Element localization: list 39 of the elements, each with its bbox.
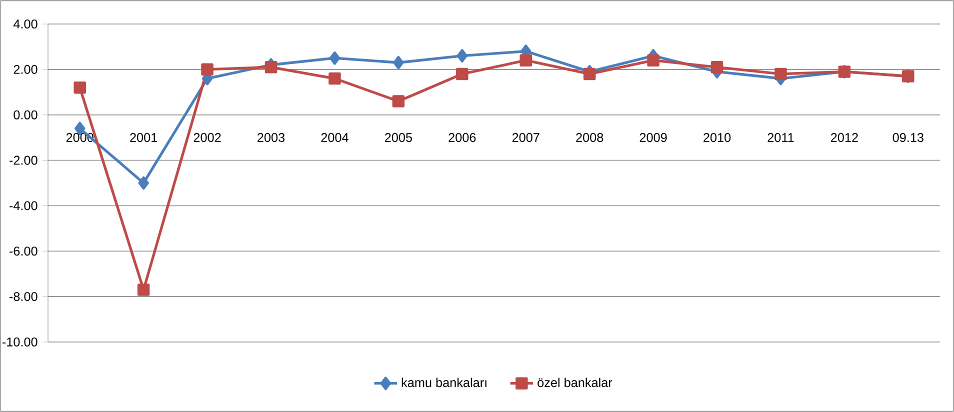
point bbox=[710, 61, 724, 74]
x-tick-label: 2004 bbox=[321, 133, 348, 142]
legend-label: kamu bankaları bbox=[402, 378, 486, 388]
y-tick-label: -2.00 bbox=[10, 156, 38, 165]
x-tick-label: 2012 bbox=[830, 133, 858, 142]
x-tick-label: 2011 bbox=[768, 133, 794, 142]
point bbox=[329, 51, 340, 65]
y-tick-label: 2.00 bbox=[14, 64, 38, 74]
point bbox=[647, 54, 660, 66]
y-tick-label: -8.00 bbox=[10, 292, 38, 302]
point bbox=[774, 68, 787, 80]
x-tick-label: 09.13 bbox=[892, 133, 924, 142]
x-tick-label: 2005 bbox=[384, 133, 412, 142]
y-tick-label: -10.00 bbox=[2, 338, 38, 346]
x-tick-label: 2006 bbox=[448, 133, 476, 142]
point bbox=[138, 176, 149, 190]
legend-label: özel bankalar bbox=[538, 378, 612, 388]
point bbox=[201, 63, 214, 76]
point bbox=[583, 68, 596, 80]
y-tick-label: -4.00 bbox=[10, 201, 38, 210]
x-tick-label: 2009 bbox=[640, 133, 667, 142]
y-tick-label: 4.00 bbox=[13, 20, 38, 28]
x-tick-label: 2007 bbox=[512, 133, 540, 142]
y-tick-label: 0.00 bbox=[14, 110, 38, 120]
x-tick-label: 2008 bbox=[576, 133, 604, 142]
point bbox=[392, 95, 405, 108]
point bbox=[264, 61, 278, 74]
point bbox=[520, 54, 532, 66]
point bbox=[137, 284, 150, 296]
point bbox=[456, 68, 468, 80]
x-tick-label: 2010 bbox=[704, 133, 731, 142]
x-tick-label: 2002 bbox=[194, 133, 221, 142]
x-tick-label: 2001 bbox=[130, 133, 158, 142]
point bbox=[456, 49, 468, 62]
point bbox=[74, 81, 86, 94]
point bbox=[393, 56, 404, 70]
point bbox=[328, 72, 341, 85]
x-tick-label: 2003 bbox=[258, 133, 285, 142]
y-tick-label: -6.00 bbox=[10, 246, 38, 256]
